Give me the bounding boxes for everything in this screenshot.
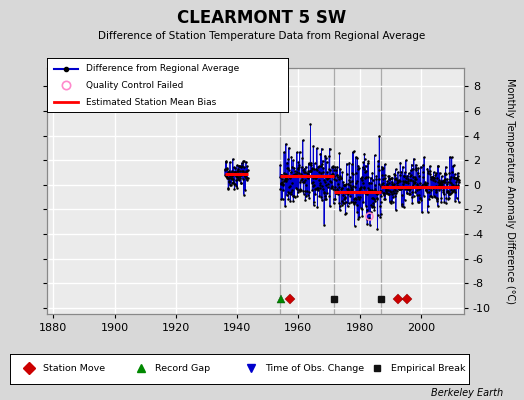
Y-axis label: Monthly Temperature Anomaly Difference (°C): Monthly Temperature Anomaly Difference (… <box>505 78 515 304</box>
Text: Record Gap: Record Gap <box>155 364 210 373</box>
Text: Quality Control Failed: Quality Control Failed <box>86 80 183 90</box>
Text: Estimated Station Mean Bias: Estimated Station Mean Bias <box>86 98 216 107</box>
Text: Empirical Break: Empirical Break <box>391 364 465 373</box>
Text: CLEARMONT 5 SW: CLEARMONT 5 SW <box>178 9 346 27</box>
Text: Time of Obs. Change: Time of Obs. Change <box>265 364 364 373</box>
Text: Berkeley Earth: Berkeley Earth <box>431 388 503 398</box>
Text: Difference of Station Temperature Data from Regional Average: Difference of Station Temperature Data f… <box>99 31 425 41</box>
Text: Difference from Regional Average: Difference from Regional Average <box>86 64 239 73</box>
Text: Station Move: Station Move <box>42 364 105 373</box>
